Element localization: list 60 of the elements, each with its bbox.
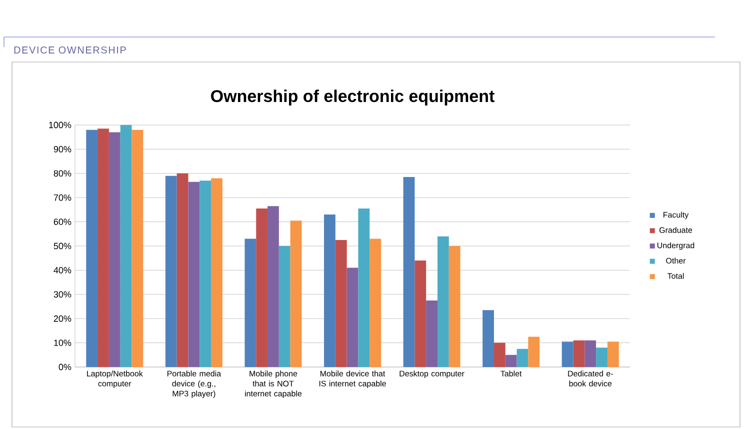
chart-title: Ownership of electronic equipment bbox=[211, 90, 494, 106]
bar bbox=[108, 132, 120, 367]
legend-label: Graduate bbox=[659, 227, 692, 233]
x-tick-label: Desktop computer bbox=[400, 370, 464, 378]
legend-label: Other bbox=[666, 258, 686, 264]
x-tick-label: Dedicated e-book device bbox=[568, 370, 613, 386]
x-tick-label: Portable media device (e.g., MP3 player) bbox=[167, 370, 222, 398]
bar bbox=[278, 246, 290, 367]
bar bbox=[573, 340, 585, 367]
y-tick-label: 30% bbox=[54, 291, 72, 298]
bar bbox=[200, 180, 212, 367]
bar bbox=[596, 348, 608, 367]
bar bbox=[132, 130, 144, 367]
bar bbox=[426, 300, 438, 367]
bar bbox=[482, 310, 494, 367]
y-tick-label: 20% bbox=[54, 315, 72, 322]
bar bbox=[86, 130, 98, 367]
bar bbox=[516, 348, 528, 367]
y-tick-label: 100% bbox=[49, 122, 72, 128]
bar bbox=[346, 268, 358, 367]
bar bbox=[244, 238, 256, 367]
bar bbox=[607, 342, 619, 367]
x-tick-label: Laptop/Netbook computer bbox=[87, 370, 143, 388]
bar bbox=[120, 124, 132, 367]
y-tick-label: 50% bbox=[54, 242, 72, 250]
bar bbox=[256, 208, 268, 367]
bar bbox=[165, 176, 177, 367]
bar bbox=[335, 240, 347, 367]
bar bbox=[188, 182, 200, 367]
y-tick-label: 40% bbox=[54, 267, 72, 274]
x-tick-label: Mobile device that IS internet capable bbox=[319, 370, 386, 388]
y-tick-label: 10% bbox=[54, 340, 72, 346]
bar bbox=[505, 354, 517, 367]
bar bbox=[403, 177, 415, 367]
bar bbox=[211, 178, 222, 367]
bar bbox=[358, 208, 370, 367]
bar bbox=[562, 342, 574, 367]
y-tick-label: 90% bbox=[54, 146, 72, 152]
legend-label: Faculty bbox=[664, 212, 689, 220]
text: DEVICE OWNERSHIP bbox=[14, 46, 126, 54]
bar bbox=[370, 238, 381, 367]
legend-label: Undergrad bbox=[657, 242, 694, 250]
x-tick-label: Tablet bbox=[500, 370, 522, 376]
legend-label: Total bbox=[667, 272, 684, 279]
y-tick-label: 70% bbox=[54, 194, 72, 201]
bar bbox=[176, 173, 188, 367]
bar bbox=[437, 236, 449, 367]
y-tick-label: 0% bbox=[58, 364, 72, 370]
bar bbox=[98, 128, 109, 367]
bar bbox=[324, 214, 336, 367]
bar bbox=[528, 336, 540, 367]
x-tick-label: Mobile phone that is NOT internet capable bbox=[245, 370, 302, 398]
y-tick-label: 80% bbox=[54, 170, 72, 177]
bar bbox=[414, 260, 426, 367]
bar bbox=[290, 220, 302, 367]
bar bbox=[448, 246, 460, 367]
bar bbox=[584, 340, 596, 367]
bar bbox=[268, 206, 279, 367]
bar bbox=[494, 342, 506, 367]
y-tick-label: 60% bbox=[54, 218, 72, 225]
